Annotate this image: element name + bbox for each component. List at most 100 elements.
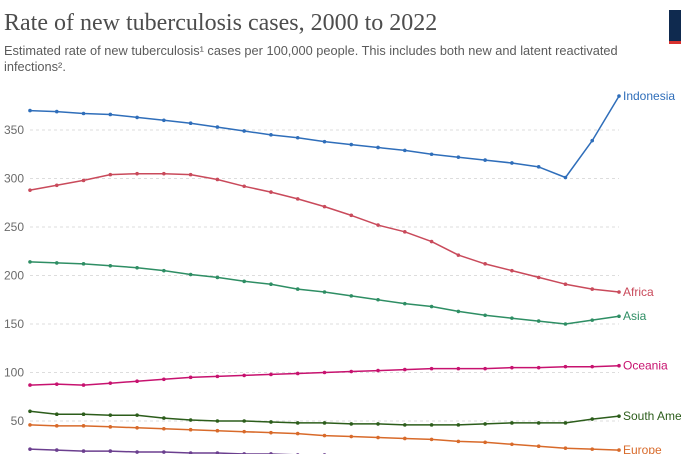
data-point-indonesia [617,94,621,98]
data-point-asia [617,314,621,319]
data-point-asia [510,316,514,320]
data-point-africa [215,177,220,182]
data-point-oceania [295,371,300,376]
data-point-series-6 [215,451,220,454]
data-point-europe [510,442,514,447]
data-point-oceania [376,368,380,373]
data-point-asia [54,261,59,265]
series-labels: Indonesia Africa Asia Oceania South Ame Europ… [623,89,681,454]
data-point-europe [162,426,166,431]
data-point-africa [54,183,59,188]
data-point-south-ame [162,416,166,420]
data-point-asia [295,287,300,291]
data-point-europe [81,424,86,428]
chart-title: Rate of new tuberculosis cases, 2000 to … [4,10,438,36]
series-label-south-ame: South Ame [623,409,681,423]
data-point-europe [295,431,300,436]
data-point-asia [322,290,327,294]
series-line-oceania [29,364,620,386]
data-point-indonesia [81,111,86,116]
data-point-oceania [403,367,407,372]
data-point-europe [242,429,246,434]
data-point-asia [483,313,487,318]
data-point-south-ame [242,419,246,423]
data-point-africa [590,287,595,291]
data-point-oceania [188,375,193,380]
data-point-africa [135,171,139,176]
data-point-oceania [563,364,568,369]
data-point-indonesia [162,118,166,123]
data-point-south-ame [295,421,300,425]
data-point-south-ame [135,413,139,417]
data-point-indonesia [429,152,434,157]
data-point-africa [510,268,514,273]
data-point-europe [429,437,434,442]
data-point-south-ame [563,421,568,425]
data-point-oceania [215,374,220,379]
data-point-asia [188,272,193,277]
data-point-africa [269,190,273,194]
data-point-oceania [162,377,166,382]
data-point-indonesia [215,125,220,129]
data-point-oceania [269,372,273,377]
data-point-europe [483,440,487,445]
data-point-oceania [135,379,139,384]
data-point-africa [563,282,568,287]
data-point-europe [215,428,220,433]
data-point-africa [81,178,86,183]
data-point-africa [349,213,354,218]
data-point-asia [269,282,273,287]
data-point-south-ame [188,418,193,422]
data-point-oceania [28,383,32,387]
data-point-south-ame [617,414,621,418]
data-point-indonesia [456,155,461,159]
data-point-africa [242,184,246,189]
data-point-south-ame [54,412,59,417]
data-point-asia [376,297,380,302]
data-point-europe [322,433,327,438]
data-point-indonesia [349,142,354,147]
y-tick-label: 250 [4,220,24,234]
data-point-europe [590,447,595,451]
data-point-oceania [349,369,354,374]
data-point-europe [54,424,59,428]
data-point-africa [536,275,541,280]
data-point-south-ame [429,423,434,427]
y-tick-label: 100 [4,366,24,380]
data-point-oceania [322,370,327,375]
data-point-south-ame [81,412,86,417]
data-point-europe [188,427,193,432]
data-point-oceania [617,363,621,368]
data-point-asia [349,294,354,298]
y-tick-label: 50 [11,414,25,428]
data-point-indonesia [242,129,246,133]
data-point-series-6 [54,448,59,452]
y-axis-ticks: 50 100 150 200 250 300 350 [4,123,24,428]
series-label-indonesia: Indonesia [623,89,675,103]
data-point-south-ame [376,422,380,426]
data-point-indonesia [28,108,32,113]
data-point-africa [456,253,461,257]
data-point-oceania [590,364,595,369]
data-point-asia [215,275,220,280]
data-point-south-ame [322,421,327,425]
data-point-series-6 [108,449,113,453]
data-point-series-6 [135,450,139,454]
gridlines [30,129,619,422]
data-point-europe [563,446,568,450]
data-point-south-ame [215,419,220,423]
data-point-africa [188,172,193,177]
data-point-south-ame [269,420,273,424]
series-line-series-6 [29,448,294,454]
chart-subtitle: Estimated rate of new tuberculosis¹ case… [4,43,618,74]
series-label-asia: Asia [623,309,647,323]
data-point-africa [429,239,434,244]
data-point-indonesia [322,139,327,144]
data-point-asia [456,309,461,314]
publisher-logo[interactable] [669,10,681,44]
data-point-indonesia [483,158,487,162]
data-point-indonesia [54,109,59,114]
data-point-series-6 [28,447,32,451]
data-point-series-6 [188,451,193,454]
y-tick-label: 200 [4,269,24,283]
